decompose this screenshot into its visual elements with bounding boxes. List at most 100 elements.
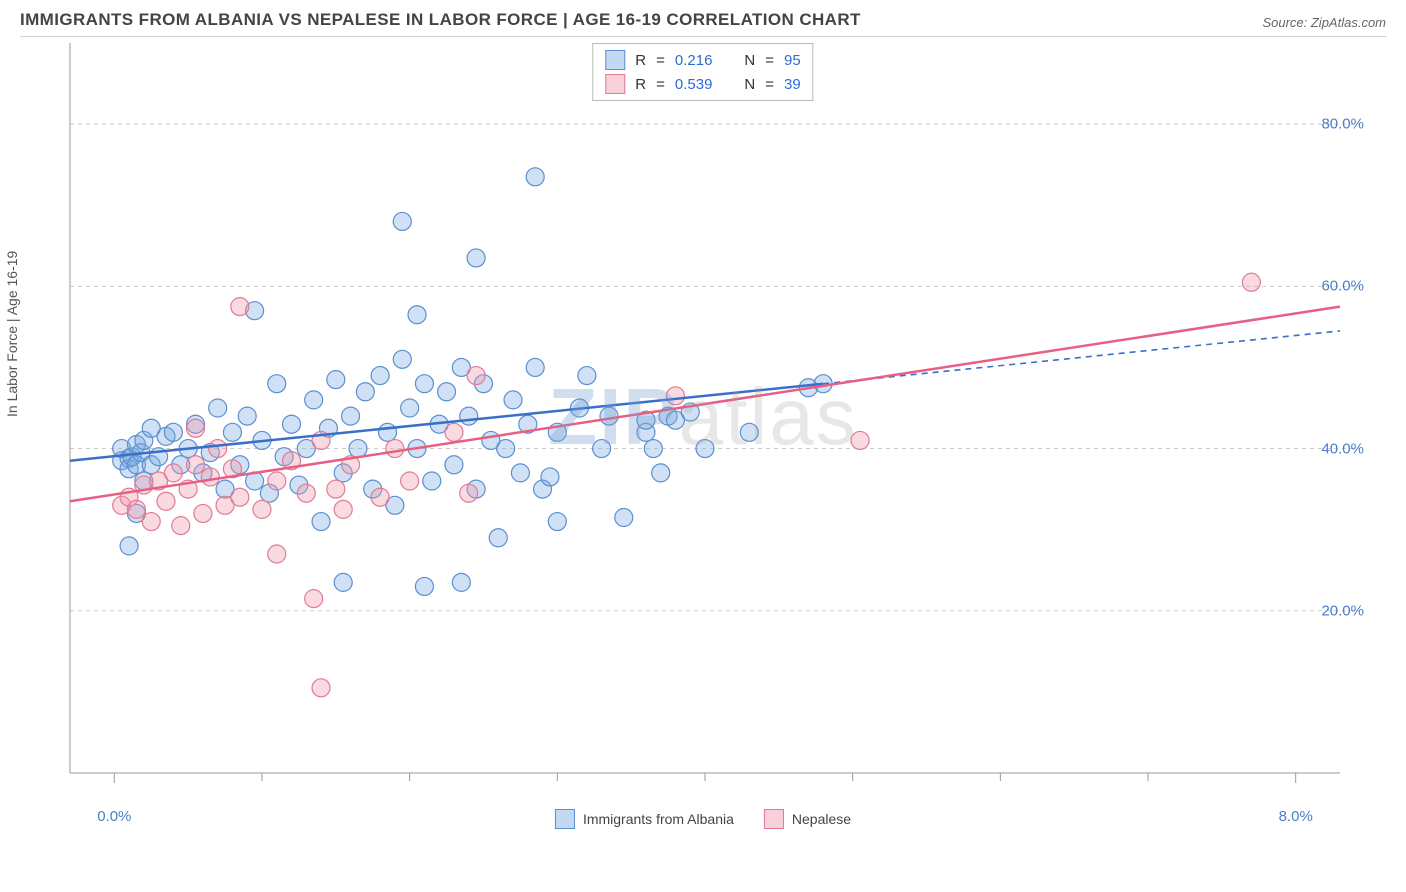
scatter-point: [644, 440, 662, 458]
scatter-point: [172, 517, 190, 535]
scatter-point: [401, 472, 419, 490]
scatter-point: [120, 537, 138, 555]
scatter-point: [268, 375, 286, 393]
chart-title: IMMIGRANTS FROM ALBANIA VS NEPALESE IN L…: [20, 10, 861, 30]
scatter-point: [600, 407, 618, 425]
scatter-point: [541, 468, 559, 486]
scatter-point: [666, 387, 684, 405]
scatter-point: [408, 306, 426, 324]
scatter-point: [268, 472, 286, 490]
scatter-point: [371, 367, 389, 385]
scatter-point: [415, 577, 433, 595]
scatter-point: [142, 513, 160, 531]
scatter-point: [445, 423, 463, 441]
scatter-point: [497, 440, 515, 458]
trend-line: [70, 307, 1340, 502]
scatter-point: [393, 350, 411, 368]
scatter-point: [526, 358, 544, 376]
scatter-point: [253, 500, 271, 518]
legend-r-value: 0.216: [675, 52, 713, 69]
legend-n-value: 39: [784, 76, 801, 93]
scatter-point: [283, 415, 301, 433]
scatter-point: [312, 679, 330, 697]
legend-bottom-item: Immigrants from Albania: [555, 809, 734, 829]
scatter-point: [401, 399, 419, 417]
x-tick-label: 0.0%: [97, 808, 131, 825]
y-tick-label: 80.0%: [1321, 116, 1364, 133]
legend-r-label: R: [635, 52, 646, 69]
scatter-point: [489, 529, 507, 547]
scatter-point: [379, 423, 397, 441]
y-tick-label: 20.0%: [1321, 602, 1364, 619]
scatter-point: [334, 573, 352, 591]
legend-bottom-item: Nepalese: [764, 809, 851, 829]
scatter-point: [851, 431, 869, 449]
y-axis-label: In Labor Force | Age 16-19: [4, 251, 20, 417]
scatter-point: [334, 500, 352, 518]
scatter-point: [187, 456, 205, 474]
chart-container: In Labor Force | Age 16-19 ZIPatlas R=0.…: [20, 36, 1386, 797]
scatter-point: [467, 249, 485, 267]
legend-swatch: [605, 50, 625, 70]
scatter-point: [1242, 273, 1260, 291]
scatter-point: [194, 504, 212, 522]
scatter-point: [223, 423, 241, 441]
scatter-point: [231, 488, 249, 506]
scatter-point: [268, 545, 286, 563]
scatter-point: [696, 440, 714, 458]
scatter-point: [393, 212, 411, 230]
legend-top: R=0.216N=95R=0.539N=39: [592, 43, 813, 101]
x-tick-label: 8.0%: [1279, 808, 1313, 825]
scatter-point: [305, 391, 323, 409]
scatter-point: [740, 423, 758, 441]
scatter-point: [504, 391, 522, 409]
scatter-point: [467, 367, 485, 385]
scatter-point: [305, 590, 323, 608]
scatter-point: [593, 440, 611, 458]
scatter-point: [460, 407, 478, 425]
scatter-point: [548, 513, 566, 531]
scatter-point: [371, 488, 389, 506]
scatter-point: [349, 440, 367, 458]
scatter-point: [238, 407, 256, 425]
scatter-point: [327, 371, 345, 389]
scatter-point: [209, 399, 227, 417]
scatter-point: [652, 464, 670, 482]
scatter-point: [615, 509, 633, 527]
legend-r-label: R: [635, 76, 646, 93]
scatter-point: [297, 484, 315, 502]
scatter-point: [231, 298, 249, 316]
y-tick-label: 40.0%: [1321, 440, 1364, 457]
scatter-point: [327, 480, 345, 498]
scatter-point: [356, 383, 374, 401]
scatter-point: [415, 375, 433, 393]
legend-n-value: 95: [784, 52, 801, 69]
legend-swatch: [555, 809, 575, 829]
scatter-point: [201, 468, 219, 486]
scatter-point: [312, 513, 330, 531]
legend-r-value: 0.539: [675, 76, 713, 93]
legend-swatch: [764, 809, 784, 829]
scatter-point: [438, 383, 456, 401]
scatter-point: [342, 407, 360, 425]
scatter-point: [187, 419, 205, 437]
scatter-point: [445, 456, 463, 474]
scatter-point: [460, 484, 478, 502]
legend-bottom: Immigrants from Albania Nepalese: [555, 809, 851, 829]
legend-n-label: N: [744, 52, 755, 69]
scatter-point: [452, 573, 470, 591]
scatter-point: [526, 168, 544, 186]
legend-label: Immigrants from Albania: [583, 811, 734, 827]
scatter-plot: [20, 37, 1386, 797]
scatter-point: [209, 440, 227, 458]
scatter-point: [157, 492, 175, 510]
scatter-point: [578, 367, 596, 385]
y-tick-label: 60.0%: [1321, 278, 1364, 295]
legend-label: Nepalese: [792, 811, 851, 827]
legend-n-label: N: [744, 76, 755, 93]
scatter-point: [127, 500, 145, 518]
scatter-point: [511, 464, 529, 482]
legend-top-row: R=0.539N=39: [605, 72, 800, 96]
scatter-point: [386, 440, 404, 458]
source-label: Source: ZipAtlas.com: [1262, 15, 1386, 30]
